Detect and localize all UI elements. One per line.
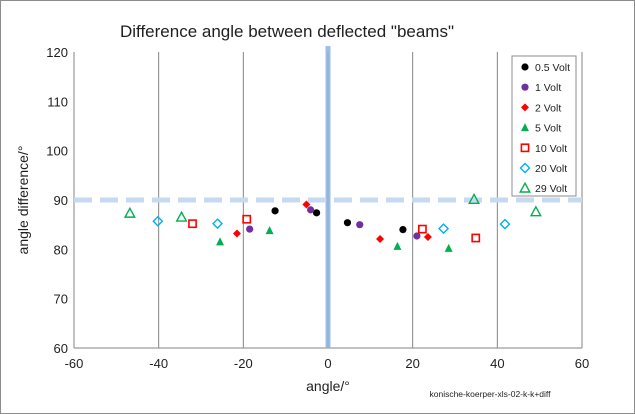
series-4 — [188, 214, 481, 243]
data-point — [265, 226, 274, 235]
legend-box — [511, 55, 577, 197]
y-tick-label: 80 — [54, 242, 68, 257]
x-tick-label: 20 — [405, 356, 419, 371]
legend-marker — [521, 63, 529, 71]
data-point — [312, 209, 321, 217]
data-point — [307, 206, 315, 214]
data-point — [152, 215, 164, 227]
data-point — [216, 237, 225, 246]
series-5 — [152, 215, 511, 235]
data-point — [188, 219, 197, 229]
tick-labels: -60 -40 -20 0 20 40 60 60 70 80 90 100 110 120 — [46, 45, 589, 371]
legend-marker — [519, 162, 531, 174]
x-tick-label: 60 — [575, 356, 589, 371]
legend-marker — [521, 83, 529, 91]
y-tick-label: 90 — [54, 193, 68, 208]
y-tick-label: 60 — [54, 341, 68, 356]
x-tick-label: -40 — [149, 356, 168, 371]
legend-label: 5 Volt — [535, 123, 561, 135]
data-point — [246, 225, 254, 233]
y-tick-label: 100 — [46, 144, 68, 159]
data-point — [438, 223, 450, 235]
series-2 — [232, 200, 432, 243]
data-point — [376, 234, 385, 243]
x-tick-label: -20 — [234, 356, 253, 371]
series-6 — [123, 193, 542, 222]
y-tick-label: 120 — [46, 45, 68, 60]
data-point — [499, 218, 511, 230]
data-point — [242, 214, 252, 224]
reference-lines — [74, 46, 582, 348]
y-axis-label: angle difference/° — [15, 146, 31, 255]
legend-label: 29 Volt — [535, 183, 567, 195]
legend-label: 20 Volt — [535, 163, 567, 175]
legend: 0.5 Volt 1 Volt 2 Volt 5 Volt 10 Volt 20 Volt… — [511, 55, 577, 197]
legend-label: 2 Volt — [535, 102, 561, 114]
x-axis-label: angle/° — [306, 378, 350, 394]
data-point — [423, 233, 432, 241]
legend-marker — [520, 143, 530, 153]
data-point — [393, 241, 402, 250]
x-tick-label: 40 — [490, 356, 504, 371]
data-point — [212, 218, 223, 230]
data-point — [418, 224, 427, 234]
file-annotation: konische-koerper-xls-02-k-k+diff — [429, 389, 551, 399]
data-point — [529, 205, 542, 217]
legend-marker — [521, 103, 529, 112]
data-point — [444, 243, 453, 252]
series-0 — [271, 207, 407, 234]
chart-title: Difference angle between deflected "beam… — [120, 22, 454, 41]
data-point — [271, 207, 279, 215]
legend-label: 10 Volt — [535, 143, 567, 155]
x-tick-label: 0 — [324, 356, 331, 371]
data-point — [302, 200, 311, 209]
data-point — [356, 221, 364, 229]
series-1 — [246, 206, 421, 240]
legend-label: 0.5 Volt — [535, 62, 570, 74]
legend-marker — [519, 181, 531, 193]
data-point — [468, 193, 481, 205]
data-point — [232, 229, 241, 238]
data-points — [123, 193, 542, 252]
data-point — [343, 219, 352, 227]
data-point — [399, 226, 407, 234]
y-tick-label: 70 — [54, 292, 68, 307]
data-point — [123, 206, 136, 218]
data-point — [175, 210, 188, 222]
data-point — [413, 232, 421, 240]
legend-label: 1 Volt — [535, 82, 561, 94]
legend-marker — [521, 123, 529, 132]
y-tick-label: 110 — [47, 94, 68, 109]
data-point — [471, 233, 481, 243]
x-tick-label: -60 — [65, 356, 84, 371]
series-3 — [216, 226, 453, 252]
